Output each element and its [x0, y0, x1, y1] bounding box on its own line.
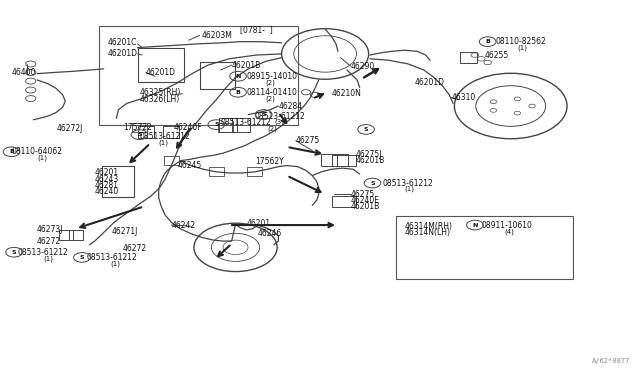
Text: 46243: 46243: [95, 175, 119, 184]
Text: 46242: 46242: [172, 221, 196, 230]
Text: 08513-61212: 08513-61212: [383, 179, 433, 187]
Bar: [218, 123, 233, 132]
Bar: [69, 230, 83, 240]
Text: (1): (1): [110, 260, 120, 267]
Text: A/62*0077: A/62*0077: [592, 358, 630, 364]
Text: 46326(LH): 46326(LH): [140, 95, 180, 104]
Text: 46281: 46281: [95, 181, 119, 190]
Bar: [219, 118, 237, 132]
Text: 46275: 46275: [351, 190, 375, 199]
Text: (4): (4): [504, 228, 514, 235]
Text: 46400: 46400: [12, 68, 36, 77]
Text: 08513-61212: 08513-61212: [140, 132, 190, 141]
Text: S: S: [364, 127, 369, 132]
Bar: [232, 118, 250, 132]
Text: 08114-01410: 08114-01410: [246, 88, 297, 97]
Bar: [209, 167, 224, 176]
Text: (2): (2): [266, 95, 275, 102]
Text: 46310: 46310: [451, 93, 476, 102]
Bar: [99, 26, 298, 125]
Bar: [396, 216, 573, 279]
Text: B: B: [236, 90, 241, 95]
Text: 08513-61212: 08513-61212: [86, 253, 137, 262]
Bar: [163, 126, 179, 138]
Bar: [460, 52, 477, 63]
Text: 46271J: 46271J: [112, 227, 138, 236]
Text: (1): (1): [517, 44, 527, 51]
Bar: [164, 156, 179, 165]
Text: (2): (2): [268, 125, 277, 132]
Text: 46325(RH): 46325(RH): [140, 88, 181, 97]
Text: 46203M: 46203M: [202, 31, 232, 40]
Text: 46255: 46255: [485, 51, 509, 60]
Text: 46201D: 46201D: [415, 78, 445, 87]
Text: 08513-61212: 08513-61212: [18, 248, 68, 257]
Text: 46240: 46240: [95, 187, 119, 196]
Text: 46210N: 46210N: [332, 89, 362, 98]
Text: 46201D: 46201D: [146, 68, 176, 77]
Text: 46246: 46246: [257, 229, 282, 238]
Bar: [200, 62, 235, 89]
Bar: [102, 166, 134, 197]
Text: 46201D: 46201D: [108, 49, 138, 58]
Text: (2): (2): [266, 79, 275, 86]
Text: S: S: [79, 255, 84, 260]
Text: 46275: 46275: [296, 136, 320, 145]
Text: 46201B: 46201B: [351, 202, 380, 211]
Text: 46245: 46245: [178, 161, 202, 170]
Text: B: B: [9, 149, 14, 154]
Bar: [321, 154, 337, 166]
Text: 08911-10610: 08911-10610: [481, 221, 532, 230]
Text: S: S: [12, 250, 17, 255]
Text: 17562Y: 17562Y: [255, 157, 284, 166]
Bar: [332, 154, 348, 166]
Text: S: S: [370, 180, 375, 186]
Bar: [332, 155, 356, 166]
Text: (1): (1): [404, 186, 415, 192]
Text: 46240F: 46240F: [174, 123, 203, 132]
Text: 08513-61212: 08513-61212: [221, 118, 271, 126]
Text: (1): (1): [44, 255, 54, 262]
Text: (1): (1): [159, 140, 169, 147]
Bar: [138, 126, 154, 138]
Bar: [332, 196, 356, 207]
Bar: [247, 167, 262, 176]
Text: 46284: 46284: [278, 102, 303, 110]
Text: 46272: 46272: [37, 237, 61, 246]
Text: (1): (1): [37, 155, 47, 161]
Text: 46272: 46272: [123, 244, 147, 253]
Text: 46273J: 46273J: [37, 225, 63, 234]
Bar: [59, 230, 73, 240]
Text: 46201: 46201: [95, 169, 119, 177]
Text: 46201C: 46201C: [108, 38, 137, 47]
Text: 46272J: 46272J: [56, 124, 83, 133]
Bar: [132, 123, 147, 132]
Text: N: N: [472, 222, 477, 228]
Bar: [138, 48, 184, 82]
Text: 46314N(LH): 46314N(LH): [404, 228, 451, 237]
Text: 46275J: 46275J: [355, 150, 381, 159]
Text: 08513-61212: 08513-61212: [255, 112, 305, 121]
Text: 46240E: 46240E: [351, 196, 380, 205]
Text: (3): (3): [274, 119, 284, 125]
Text: 46201B: 46201B: [232, 61, 261, 70]
Text: 46290: 46290: [351, 62, 375, 71]
Text: S: S: [261, 112, 266, 117]
Text: 08110-64062: 08110-64062: [12, 147, 63, 156]
Text: 08915-14010: 08915-14010: [246, 72, 298, 81]
Text: 46314M(RH): 46314M(RH): [404, 222, 452, 231]
Text: 46201: 46201: [246, 219, 271, 228]
Text: [0781-  ]: [0781- ]: [240, 25, 273, 34]
Text: B: B: [485, 39, 490, 44]
Text: N: N: [236, 74, 241, 79]
Text: 08110-82562: 08110-82562: [496, 37, 547, 46]
Text: 46201B: 46201B: [355, 156, 385, 165]
Text: S: S: [214, 122, 219, 127]
Text: 175722: 175722: [123, 123, 152, 132]
Text: S: S: [137, 132, 142, 137]
